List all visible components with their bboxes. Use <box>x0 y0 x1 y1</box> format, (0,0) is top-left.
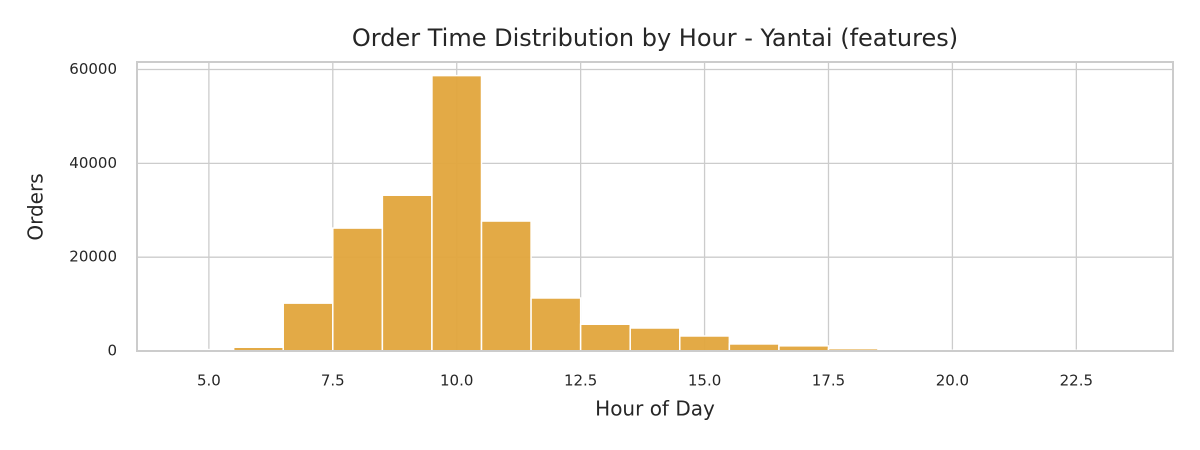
bar <box>282 302 334 352</box>
bar <box>629 327 681 352</box>
y-tick-label: 40000 <box>69 154 117 172</box>
bar <box>579 323 631 352</box>
x-tick-label: 15.0 <box>688 372 721 390</box>
x-tick-label: 20.0 <box>936 372 969 390</box>
x-tick-label: 22.5 <box>1060 372 1093 390</box>
x-tick-label: 17.5 <box>812 372 845 390</box>
x-tick-label: 5.0 <box>197 372 221 390</box>
bar <box>679 335 731 352</box>
bar <box>431 74 483 352</box>
y-tick-label: 60000 <box>69 60 117 78</box>
chart-title: Order Time Distribution by Hour - Yantai… <box>352 24 958 52</box>
y-tick-label: 20000 <box>69 248 117 266</box>
bar <box>332 227 384 352</box>
y-tick-label: 0 <box>107 342 117 360</box>
bar <box>480 220 532 352</box>
bar <box>530 297 582 352</box>
plot-frame <box>136 61 1174 352</box>
x-tick-label: 7.5 <box>321 372 345 390</box>
y-axis-label: Orders <box>24 173 48 240</box>
bar <box>381 194 433 352</box>
x-tick-label: 10.0 <box>440 372 473 390</box>
x-axis-label: Hour of Day <box>595 397 715 421</box>
x-tick-label: 12.5 <box>564 372 597 390</box>
bar <box>728 343 780 352</box>
